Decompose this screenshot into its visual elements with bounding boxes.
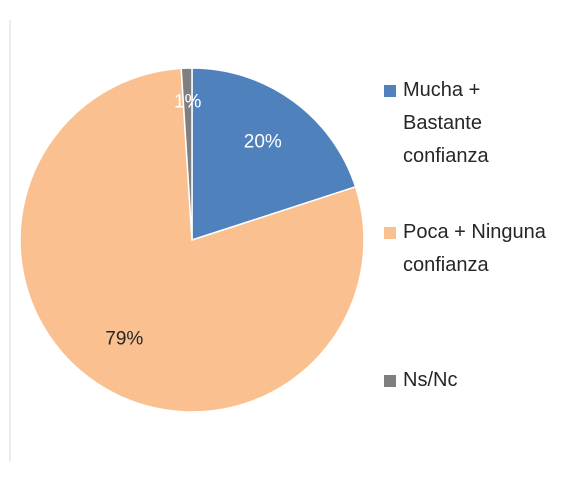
- legend-swatch: [384, 227, 396, 239]
- data-label: 79%: [105, 329, 143, 350]
- legend-swatch: [384, 85, 396, 97]
- legend-item: Mucha + Bastante confianza: [384, 74, 584, 173]
- legend-label: Mucha + Bastante confianza: [403, 79, 489, 167]
- pie-slice: [180, 67, 193, 241]
- pie-slice: [19, 67, 365, 413]
- legend-item: Ns/Nc: [384, 364, 584, 397]
- legend-swatch: [384, 375, 396, 387]
- legend-item: Poca + Ninguna confianza: [384, 216, 584, 282]
- pie-slice: [191, 67, 357, 242]
- legend-label: Ns/Nc: [403, 369, 458, 391]
- data-label: 20%: [244, 132, 282, 153]
- legend-label: Poca + Ninguna confianza: [403, 221, 546, 276]
- data-label: 1%: [174, 91, 202, 112]
